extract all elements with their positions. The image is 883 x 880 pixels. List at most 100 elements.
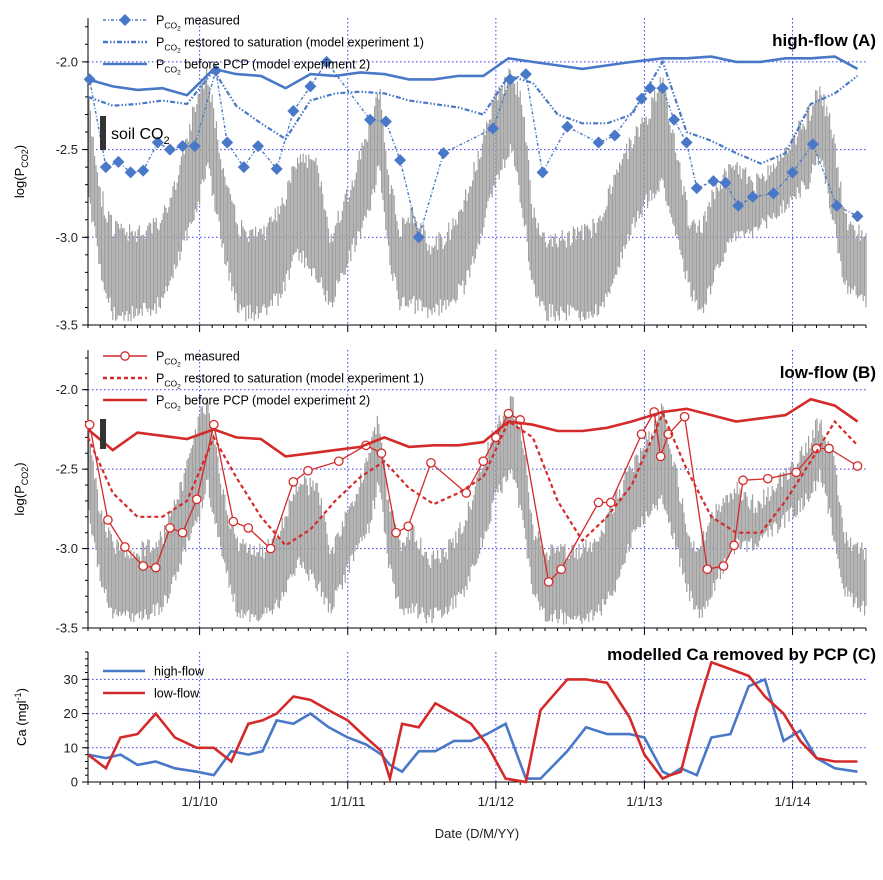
legend-p: P [156,372,164,386]
data-point [265,543,276,554]
data-point [208,419,219,430]
y-tick-label: 0 [71,775,78,790]
y-axis-label: log(PCO2) [12,145,30,198]
data-point [680,136,693,149]
data-point [228,516,239,527]
x-tick-label: 1/1/14 [774,794,810,809]
data-point [165,523,175,533]
data-point [103,515,113,525]
data-point [852,461,863,471]
data-point [287,104,300,117]
soil-co2-text: soil CO [111,126,163,143]
legend-sub2: 2 [177,362,181,369]
data-point [656,82,669,95]
data-point [394,154,407,167]
data-point [221,136,234,149]
series-line [86,410,859,547]
legend-text: before PCP (model experiment 2) [181,394,370,408]
data-point [718,561,729,571]
data-point [391,527,401,538]
data-point [690,182,703,195]
legend: high-flow low-flow [103,665,205,701]
data-point [188,140,201,153]
cave-air-trace [88,396,867,625]
data-point [379,115,392,128]
y-label-sub: CO2 [20,467,30,486]
data-point [738,475,748,486]
y-label-sub: CO2 [20,149,30,168]
data-point [176,140,189,153]
data-point [151,136,164,149]
series-line [87,55,859,97]
y-label-close: ) [12,462,27,466]
data-point [608,129,621,142]
x-tick-label: 1/1/13 [626,794,662,809]
data-point [150,562,161,573]
panel-c: 0 10 20 30 Ca (mgl-1) modelled Ca removed by … [13,645,876,790]
y-tick-label: 20 [64,706,78,721]
series-measured [83,55,864,244]
legend-sub: CO [164,401,177,411]
legend-label: PCO2 measured [156,14,240,33]
panel-title: high-flow (A) [772,31,876,50]
data-point [84,419,95,430]
legend-sub2: 2 [177,384,181,391]
series-before [87,55,859,97]
y-tick-label: -3.5 [56,621,78,636]
x-tick-label: 1/1/11 [330,794,365,809]
legend-label: PCO2 before PCP (model experiment 2) [156,394,370,413]
data-point [288,477,299,487]
data-point [556,564,567,575]
data-point [636,429,647,440]
y-label-main: log(P [12,485,27,515]
series-high-flow [87,677,858,780]
x-tick-label: 1/1/12 [478,794,514,809]
legend-sub2: 2 [177,48,181,55]
y-tick-label: 30 [64,672,78,687]
data-point [746,190,759,203]
data-point [163,143,176,156]
data-point [592,136,605,149]
data-point [719,176,732,189]
series-line [87,397,859,458]
data-point [426,457,436,468]
series-line [87,660,858,784]
legend-p: P [156,14,164,28]
data-point [668,113,681,126]
y-tick-label: 10 [64,740,78,755]
legend-p: P [156,394,164,408]
legend-text: measured [181,350,240,364]
data-point [830,199,843,212]
legend-sub: CO [164,43,177,53]
data-point [824,443,834,454]
legend-sub2: 2 [177,406,181,413]
data-point [252,140,265,153]
soil-co2-sub: 2 [163,135,169,147]
data-point [112,155,125,168]
legend-text: before PCP (model experiment 2) [181,58,370,72]
data-point [767,187,780,200]
data-point [786,166,799,179]
legend-text: measured [181,14,240,28]
data-point [364,113,377,126]
y-tick-label: -3.5 [56,318,78,333]
legend-label: PCO2 restored to saturation (model exper… [156,372,424,391]
legend-text: low-flow [154,687,200,701]
y-label-main: Ca (mgl [14,700,29,746]
data-point [806,138,819,151]
data-point [702,564,713,575]
legend-marker [119,14,131,26]
data-point [320,55,333,68]
y-tick-label: -2.0 [56,382,78,397]
legend-sub2: 2 [177,26,181,33]
y-label-close: ) [14,688,29,692]
data-point [593,497,604,508]
data-point [729,540,739,551]
data-point [851,210,864,223]
x-tick-labels: 1/1/10 1/1/11 1/1/12 1/1/13 1/1/14 [182,794,811,809]
data-point [791,467,802,478]
data-point [124,166,137,179]
